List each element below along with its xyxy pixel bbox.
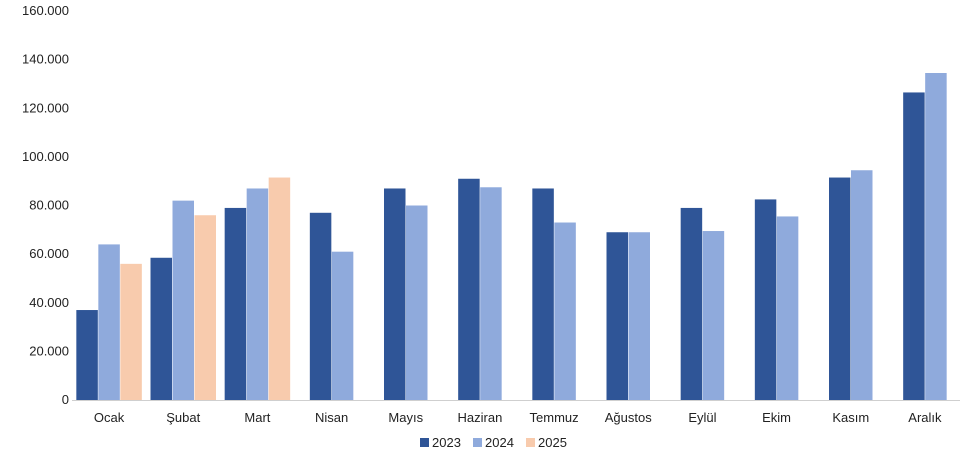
x-tick-label: Temmuz: [530, 410, 579, 425]
y-tick-label: 100.000: [22, 149, 69, 164]
bar-2024-Ekim: [776, 216, 799, 400]
x-tick-label: Aralık: [908, 410, 942, 425]
bar-2023-Kasım: [829, 177, 851, 400]
bar-2023-Aralık: [903, 92, 925, 400]
bar-2023-Temmuz: [532, 188, 554, 400]
legend-swatch-2024: [473, 438, 482, 447]
bar-2025-Mart: [268, 177, 291, 400]
bar-2024-Ocak: [98, 244, 120, 400]
x-tick-label: Şubat: [166, 410, 200, 425]
y-tick-label: 80.000: [29, 198, 69, 213]
legend-swatch-2023: [420, 438, 429, 447]
bar-2024-Kasım: [851, 170, 873, 400]
bar-2024-Mart: [246, 188, 269, 400]
y-tick-label: 160.000: [22, 3, 69, 18]
bars: [76, 73, 947, 400]
bar-2024-Şubat: [172, 200, 194, 400]
bar-2024-Ağustos: [628, 232, 650, 400]
x-tick-label: Ocak: [94, 410, 125, 425]
x-tick-label: Ekim: [762, 410, 791, 425]
legend-swatch-2025: [526, 438, 535, 447]
bar-2023-Mart: [224, 207, 247, 400]
legend-label-2023: 2023: [432, 435, 461, 450]
y-tick-label: 40.000: [29, 295, 69, 310]
legend-label-2025: 2025: [538, 435, 567, 450]
bar-2023-Nisan: [309, 212, 332, 400]
bar-2023-Ağustos: [606, 232, 628, 400]
bar-2025-Şubat: [194, 215, 216, 400]
x-axis-tick-labels: Ocak Şubat Mart Nisan Mayıs Haziran Temmuz Ağus…: [94, 410, 942, 425]
bar-2024-Aralık: [925, 73, 947, 400]
legend-label-2024: 2024: [485, 435, 514, 450]
x-tick-label: Ağustos: [605, 410, 652, 425]
x-tick-label: Nisan: [315, 410, 348, 425]
x-tick-label: Mart: [244, 410, 270, 425]
x-tick-label: Eylül: [688, 410, 716, 425]
x-tick-label: Mayıs: [388, 410, 423, 425]
y-axis-tick-labels: 0 20.000 40.000 60.000 80.000 100.000 120.000 1…: [22, 3, 69, 407]
bar-2024-Temmuz: [554, 222, 576, 400]
bar-2023-Ekim: [754, 199, 777, 400]
bar-2024-Eylül: [702, 231, 725, 400]
bar-2023-Şubat: [150, 257, 172, 400]
bar-2025-Ocak: [120, 263, 142, 400]
y-tick-label: 20.000: [29, 343, 69, 358]
bar-2023-Ocak: [76, 310, 98, 400]
bar-2024-Haziran: [480, 187, 502, 400]
bar-2023-Haziran: [458, 178, 480, 400]
y-tick-label: 60.000: [29, 246, 69, 261]
x-tick-label: Kasım: [832, 410, 869, 425]
bar-2024-Nisan: [331, 251, 354, 400]
x-tick-label: Haziran: [458, 410, 503, 425]
y-tick-label: 140.000: [22, 52, 69, 67]
bar-2023-Eylül: [680, 207, 703, 400]
bar-2024-Mayıs: [406, 205, 428, 400]
legend: 2023 2024 2025: [420, 435, 567, 450]
y-tick-label: 0: [62, 392, 69, 407]
y-tick-label: 120.000: [22, 100, 69, 115]
bar-2023-Mayıs: [384, 188, 406, 400]
